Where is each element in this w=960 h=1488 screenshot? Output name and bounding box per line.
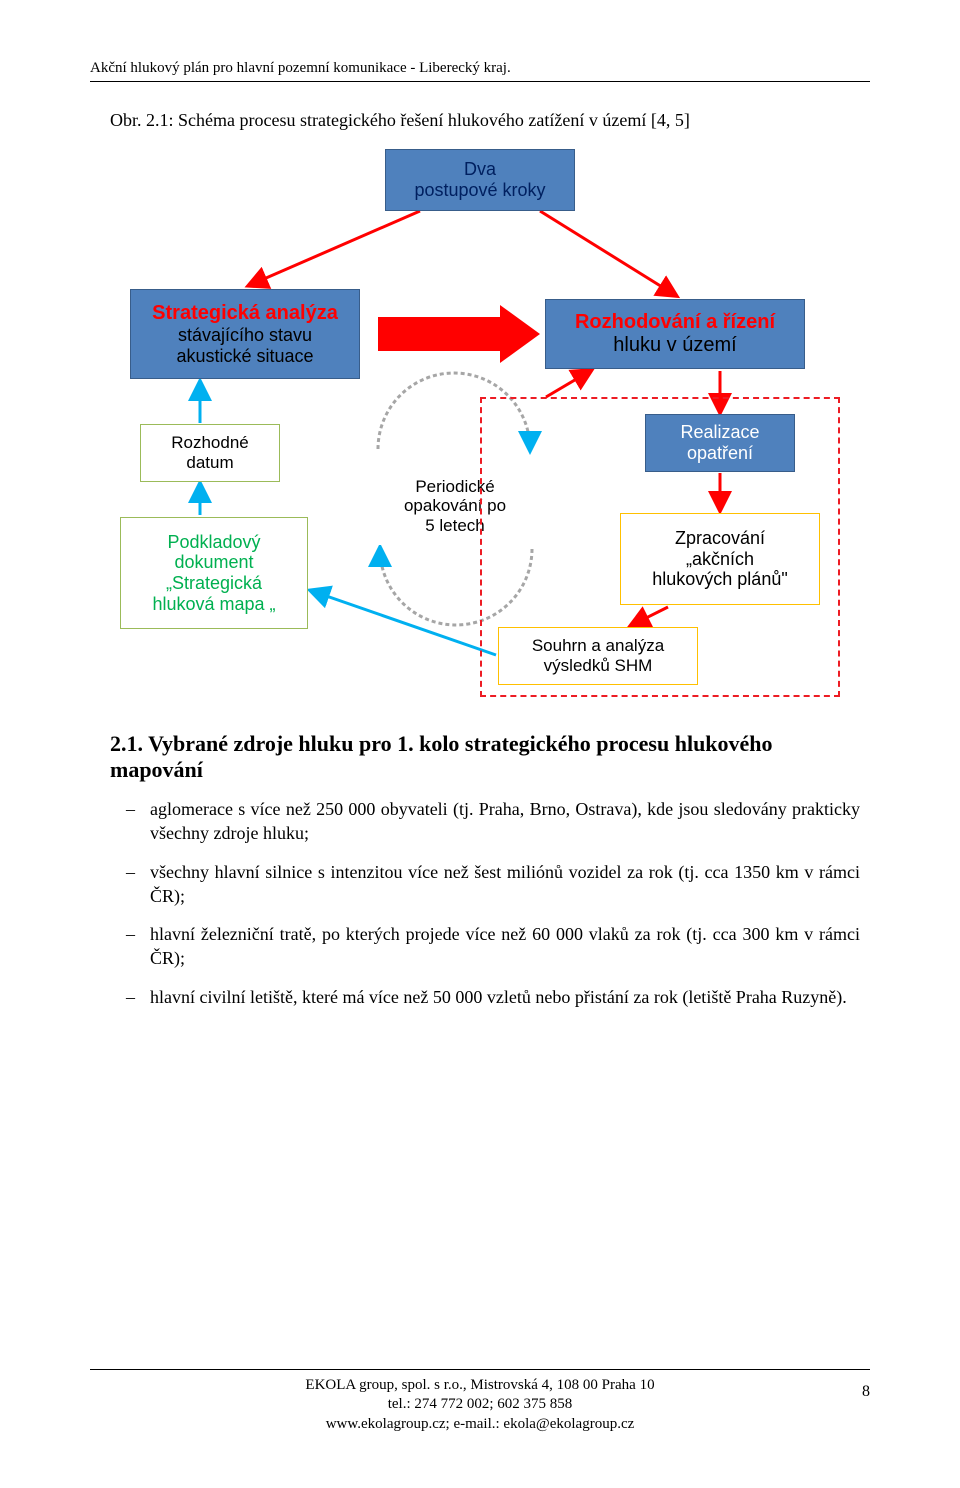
node-realizace: Realizace opatření xyxy=(645,414,795,472)
flowchart: Dva postupové kroky Strategická analýza … xyxy=(120,149,840,709)
node-text: Rozhodování a řízení xyxy=(575,311,775,334)
node-date: Rozhodné datum xyxy=(140,424,280,482)
node-two-steps: Dva postupové kroky xyxy=(385,149,575,211)
section-heading: 2.1. Vybrané zdroje hluku pro 1. kolo st… xyxy=(110,731,870,783)
node-text: výsledků SHM xyxy=(544,656,653,676)
running-header: Akční hlukový plán pro hlavní pozemní ko… xyxy=(90,60,870,77)
node-text: Dva xyxy=(464,159,496,180)
node-text: hlukových plánů" xyxy=(652,569,787,590)
node-text: Zpracování xyxy=(675,528,765,549)
node-text: stávajícího stavu xyxy=(178,325,312,346)
list-item: hlavní civilní letiště, které má více ne… xyxy=(150,985,860,1009)
footer-line: tel.: 274 772 002; 602 375 858 xyxy=(90,1395,870,1415)
footer-line: www.ekolagroup.cz; e-mail.: ekola@ekolag… xyxy=(90,1415,870,1435)
node-strategic-analysis: Strategická analýza stávajícího stavu ak… xyxy=(130,289,360,379)
node-decision: Rozhodování a řízení hluku v území xyxy=(545,299,805,369)
node-text: opatření xyxy=(687,443,753,464)
list-item: hlavní železniční tratě, po kterých proj… xyxy=(150,922,860,971)
node-souhrn: Souhrn a analýza výsledků SHM xyxy=(498,627,698,685)
node-text: hluku v území xyxy=(613,334,736,357)
node-text: Podkladový xyxy=(167,532,260,553)
page-footer: EKOLA group, spol. s r.o., Mistrovská 4,… xyxy=(90,1369,870,1435)
list-item: všechny hlavní silnice s intenzitou více… xyxy=(150,860,860,909)
node-text: postupové kroky xyxy=(414,180,545,201)
header-rule xyxy=(90,81,870,82)
node-text: dokument xyxy=(174,552,253,573)
source-list: aglomerace s více než 250 000 obyvateli … xyxy=(150,797,860,1009)
node-text: „Strategická xyxy=(166,573,262,594)
node-text: „akčních xyxy=(686,549,754,570)
node-text: Realizace xyxy=(680,422,759,443)
list-item: aglomerace s více než 250 000 obyvateli … xyxy=(150,797,860,846)
node-text: Souhrn a analýza xyxy=(532,636,664,656)
figure-caption: Obr. 2.1: Schéma procesu strategického ř… xyxy=(110,110,870,131)
node-zpracovani: Zpracování „akčních hlukových plánů" xyxy=(620,513,820,605)
node-text: hluková mapa „ xyxy=(152,594,275,615)
node-text: datum xyxy=(186,453,233,473)
page-number: 8 xyxy=(862,1383,870,1401)
node-text: akustické situace xyxy=(176,346,313,367)
node-text: Strategická analýza xyxy=(152,302,338,325)
node-strategic-map: Podkladový dokument „Strategická hluková… xyxy=(120,517,308,629)
node-text: 5 letech xyxy=(425,516,485,536)
node-text: Rozhodné xyxy=(171,433,249,453)
footer-line: EKOLA group, spol. s r.o., Mistrovská 4,… xyxy=(90,1376,870,1396)
footer-rule xyxy=(90,1369,870,1370)
